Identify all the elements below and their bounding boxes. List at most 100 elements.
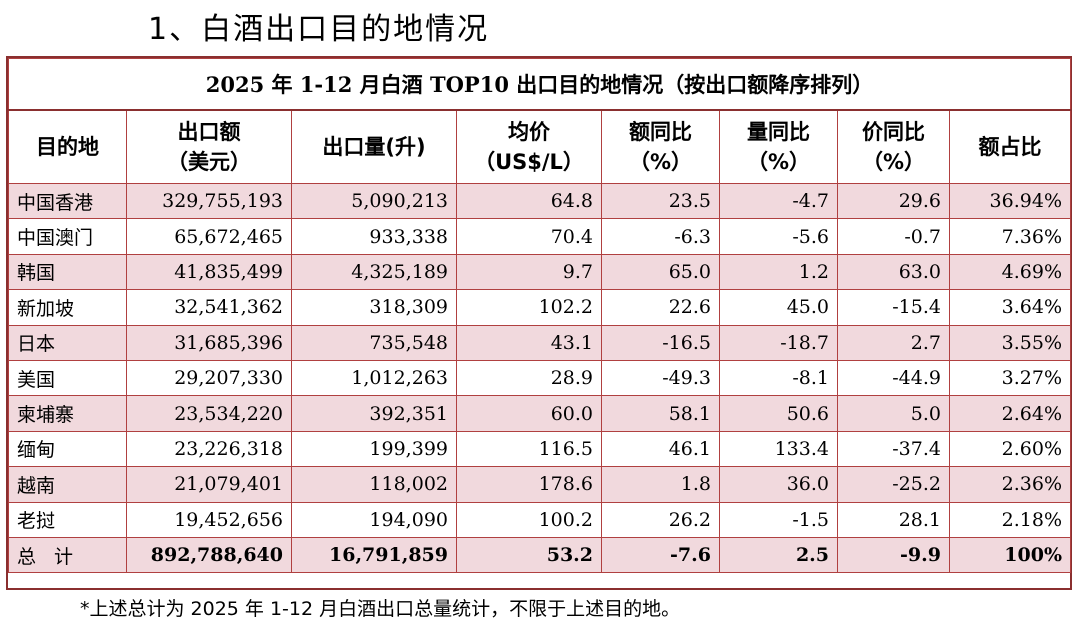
cell-export-value: 32,541,362 [126, 289, 292, 326]
header-row: 目的地 出口额 （美元） 出口量(升) 均价 （US$/L） 额同比 （%） 量同比（… [8, 109, 1071, 184]
cell-export-volume: 16,791,859 [291, 536, 457, 574]
cell-export-value: 41,835,499 [126, 253, 292, 291]
cell-export-value: 23,226,318 [126, 430, 292, 468]
cell-volume-yoy: 50.6 [719, 395, 838, 432]
cell-value-yoy: 1.8 [601, 466, 720, 503]
table-row: 老挝 19,452,656 194,090 100.2 26.2 -1.5 28… [8, 501, 1071, 538]
cell-export-value: 892,788,640 [126, 536, 292, 574]
cell-share: 3.55% [949, 324, 1071, 361]
table-row: 柬埔寨 23,534,220 392,351 60.0 58.1 50.6 5.… [8, 395, 1071, 432]
cell-value-yoy: 23.5 [601, 182, 720, 220]
cell-destination: 美国 [8, 359, 127, 397]
cell-price-yoy: -15.4 [837, 289, 950, 326]
cell-value-yoy: 65.0 [601, 253, 720, 291]
cell-value-yoy: 22.6 [601, 289, 720, 326]
cell-volume-yoy: -18.7 [719, 324, 838, 361]
cell-export-value: 19,452,656 [126, 501, 292, 538]
cell-volume-yoy: 133.4 [719, 430, 838, 468]
table-row: 中国香港 329,755,193 5,090,213 64.8 23.5 -4.… [8, 182, 1071, 220]
cell-export-value: 31,685,396 [126, 324, 292, 361]
page-heading: 1、白酒出口目的地情况 [148, 12, 490, 47]
cell-export-volume: 199,399 [291, 430, 457, 468]
cell-avg-price: 60.0 [456, 395, 602, 432]
table-row: 越南 21,079,401 118,002 178.6 1.8 36.0 -25… [8, 466, 1071, 503]
cell-volume-yoy: -8.1 [719, 359, 838, 397]
header-destination: 目的地 [8, 109, 127, 184]
table-title: 2025 年 1-12 月白酒 TOP10 出口目的地情况（按出口额降序排列） [8, 58, 1071, 111]
cell-price-yoy: -44.9 [837, 359, 950, 397]
cell-value-yoy: -6.3 [601, 218, 720, 255]
cell-value-yoy: -16.5 [601, 324, 720, 361]
header-volume-yoy: 量同比 （%） [719, 109, 838, 184]
cell-avg-price: 100.2 [456, 501, 602, 538]
cell-destination: 柬埔寨 [8, 395, 127, 432]
cell-export-volume: 194,090 [291, 501, 457, 538]
cell-avg-price: 28.9 [456, 359, 602, 397]
cell-avg-price: 53.2 [456, 536, 602, 574]
cell-export-volume: 4,325,189 [291, 253, 457, 291]
cell-export-value: 29,207,330 [126, 359, 292, 397]
cell-volume-yoy: -4.7 [719, 182, 838, 220]
cell-price-yoy: 29.6 [837, 182, 950, 220]
header-price-yoy: 价同比 （%） [837, 109, 950, 184]
cell-volume-yoy: 1.2 [719, 253, 838, 291]
table-row: 韩国 41,835,499 4,325,189 9.7 65.0 1.2 63.… [8, 253, 1071, 291]
cell-price-yoy: 63.0 [837, 253, 950, 291]
cell-avg-price: 70.4 [456, 218, 602, 255]
table-row: 新加坡 32,541,362 318,309 102.2 22.6 45.0 -… [8, 289, 1071, 326]
table-row: 缅甸 23,226,318 199,399 116.5 46.1 133.4 -… [8, 430, 1071, 468]
cell-export-value: 23,534,220 [126, 395, 292, 432]
cell-share: 36.94% [949, 182, 1071, 220]
cell-price-yoy: -25.2 [837, 466, 950, 503]
cell-value-yoy: 58.1 [601, 395, 720, 432]
cell-destination: 老挝 [8, 501, 127, 538]
cell-destination: 日本 [8, 324, 127, 361]
cell-volume-yoy: 45.0 [719, 289, 838, 326]
export-table-frame: 2025 年 1-12 月白酒 TOP10 出口目的地情况（按出口额降序排列） … [6, 56, 1072, 590]
cell-value-yoy: 46.1 [601, 430, 720, 468]
cell-export-volume: 318,309 [291, 289, 457, 326]
cell-share: 4.69% [949, 253, 1071, 291]
cell-export-volume: 1,012,263 [291, 359, 457, 397]
cell-price-yoy: -37.4 [837, 430, 950, 468]
cell-avg-price: 9.7 [456, 253, 602, 291]
cell-price-yoy: 2.7 [837, 324, 950, 361]
header-avg-price: 均价 （US$/L） [456, 109, 602, 184]
cell-share: 3.27% [949, 359, 1071, 397]
cell-destination: 中国澳门 [8, 218, 127, 255]
cell-avg-price: 64.8 [456, 182, 602, 220]
cell-avg-price: 178.6 [456, 466, 602, 503]
cell-value-yoy: 26.2 [601, 501, 720, 538]
cell-share: 7.36% [949, 218, 1071, 255]
cell-destination: 新加坡 [8, 289, 127, 326]
cell-destination: 越南 [8, 466, 127, 503]
export-destination-table: 2025 年 1-12 月白酒 TOP10 出口目的地情况（按出口额降序排列） … [8, 58, 1071, 574]
header-value-yoy: 额同比 （%） [601, 109, 720, 184]
cell-price-yoy: -9.9 [837, 536, 950, 574]
cell-share: 100% [949, 536, 1071, 574]
cell-avg-price: 116.5 [456, 430, 602, 468]
cell-export-volume: 118,002 [291, 466, 457, 503]
cell-volume-yoy: 2.5 [719, 536, 838, 574]
cell-export-value: 65,672,465 [126, 218, 292, 255]
cell-price-yoy: 28.1 [837, 501, 950, 538]
footnote: *上述总计为 2025 年 1-12 月白酒出口总量统计，不限于上述目的地。 [80, 598, 681, 620]
table-row: 中国澳门 65,672,465 933,338 70.4 -6.3 -5.6 -… [8, 218, 1071, 255]
cell-share: 3.64% [949, 289, 1071, 326]
cell-share: 2.64% [949, 395, 1071, 432]
total-row: 总计 892,788,640 16,791,859 53.2 -7.6 2.5 … [8, 536, 1071, 574]
cell-export-value: 329,755,193 [126, 182, 292, 220]
header-share: 额占比 [949, 109, 1071, 184]
cell-export-volume: 933,338 [291, 218, 457, 255]
cell-volume-yoy: -5.6 [719, 218, 838, 255]
cell-avg-price: 102.2 [456, 289, 602, 326]
cell-share: 2.36% [949, 466, 1071, 503]
cell-export-volume: 5,090,213 [291, 182, 457, 220]
cell-share: 2.18% [949, 501, 1071, 538]
cell-export-value: 21,079,401 [126, 466, 292, 503]
cell-export-volume: 392,351 [291, 395, 457, 432]
header-export-volume: 出口量(升) [291, 109, 457, 184]
cell-share: 2.60% [949, 430, 1071, 468]
table-row: 日本 31,685,396 735,548 43.1 -16.5 -18.7 2… [8, 324, 1071, 361]
cell-value-yoy: -49.3 [601, 359, 720, 397]
